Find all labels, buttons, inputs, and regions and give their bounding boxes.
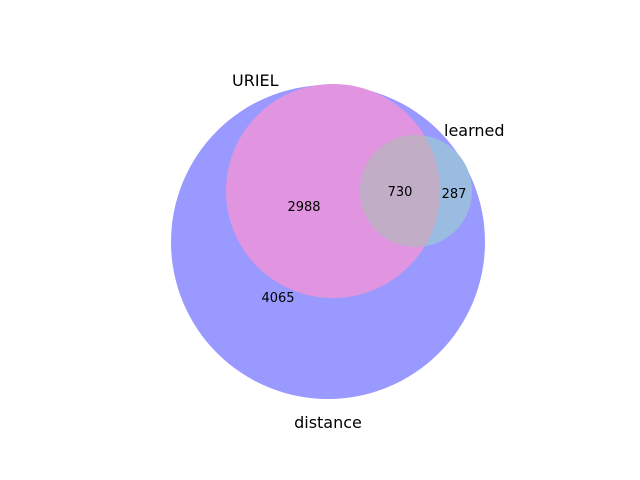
- uriel-circle: [226, 84, 440, 298]
- uriel-learned-overlap: [360, 135, 440, 247]
- region-count-distance-learned: 287: [442, 187, 467, 202]
- region-count-distance-uriel: 2988: [287, 200, 320, 215]
- set-label-distance: distance: [294, 413, 362, 432]
- set-label-uriel: URIEL: [232, 71, 279, 90]
- set-label-learned: learned: [444, 121, 505, 140]
- region-count-distance-only: 4065: [261, 291, 294, 306]
- region-count-all-three: 730: [388, 185, 413, 200]
